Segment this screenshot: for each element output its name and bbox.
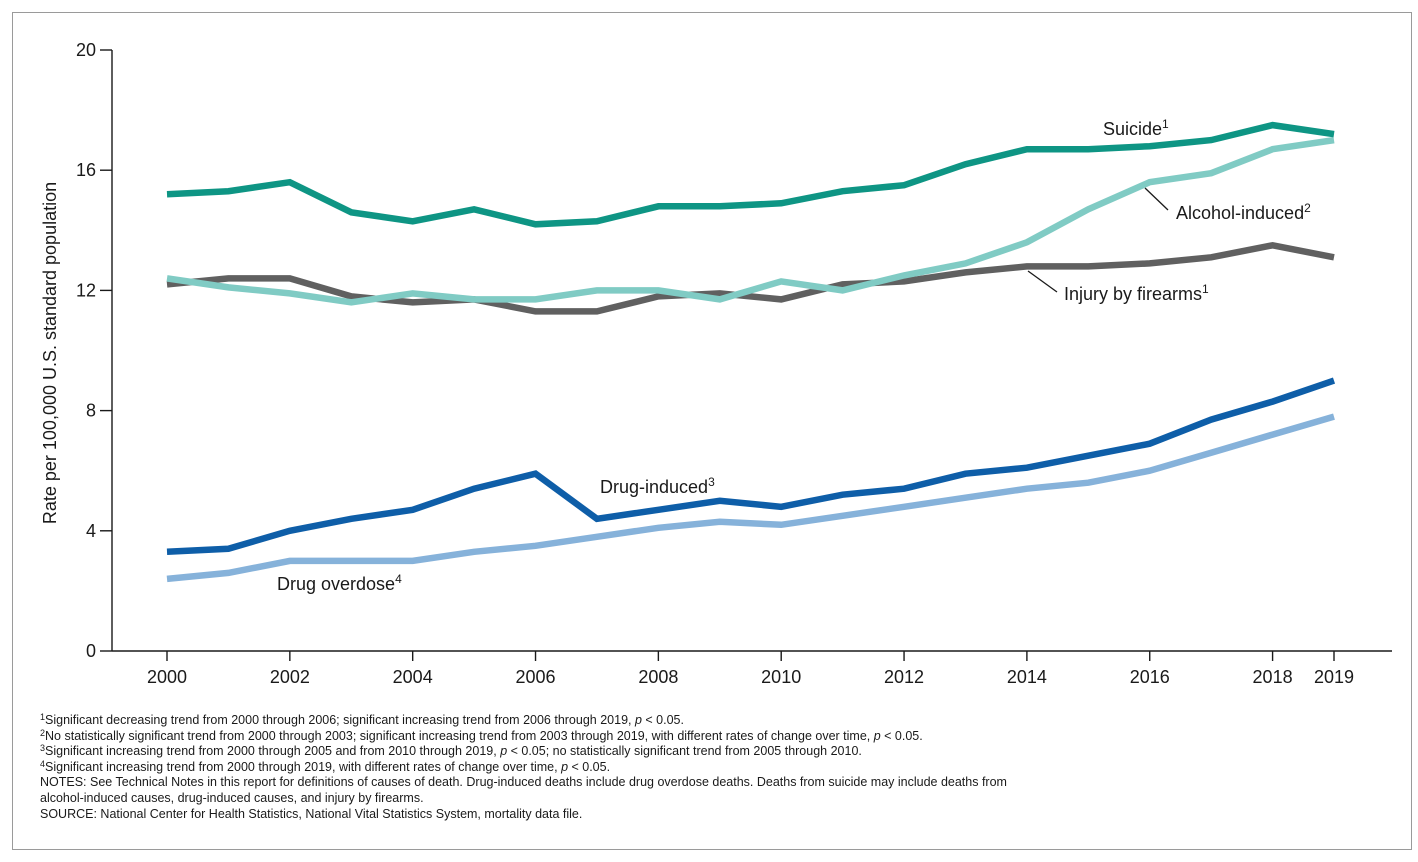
x-tick-label: 2014 — [1007, 667, 1047, 687]
footnote-1: 1Significant decreasing trend from 2000 … — [40, 712, 684, 728]
series-label-sup: 1 — [1202, 282, 1209, 296]
x-tick-label: 2004 — [393, 667, 433, 687]
y-axis-label: Rate per 100,000 U.S. standard populatio… — [40, 182, 60, 524]
series-label-drug-induced: Drug-induced3 — [600, 475, 715, 497]
footnote-4: 4Significant increasing trend from 2000 … — [40, 758, 611, 774]
series-label-text: Injury by firearms — [1064, 284, 1202, 304]
series-label-text: Drug-induced — [600, 477, 708, 497]
series-line-drug-induced — [166, 377, 1336, 556]
series-label-sup: 2 — [1304, 201, 1311, 215]
series-label-sup: 4 — [395, 572, 402, 586]
line-chart: Rate per 100,000 U.S. standard populatio… — [40, 40, 1392, 687]
series-label-drug-overdose: Drug overdose4 — [277, 572, 402, 594]
footnotes: 1Significant decreasing trend from 2000 … — [40, 713, 1400, 822]
series-label-injury-by-firearms: Injury by firearms1 — [1064, 282, 1209, 304]
x-tick-label: 2019 — [1314, 667, 1354, 687]
footnote-3: 3Significant increasing trend from 2000 … — [40, 743, 862, 759]
x-tick-label: 2012 — [884, 667, 924, 687]
series-line-injury-by-firearms — [166, 241, 1335, 315]
series-label-sup: 1 — [1162, 117, 1169, 131]
y-tick-label: 12 — [76, 280, 96, 300]
series-label-text: Drug overdose — [277, 574, 395, 594]
series-label-text: Alcohol-induced — [1176, 203, 1304, 223]
series-line-suicide — [166, 121, 1335, 228]
series-label-text: Suicide — [1103, 119, 1162, 139]
x-tick-label: 2000 — [147, 667, 187, 687]
x-tick-label: 2018 — [1253, 667, 1293, 687]
leader-line-injury-by-firearms — [1027, 270, 1058, 293]
y-tick-label: 0 — [86, 641, 96, 661]
series-label-alcohol-induced: Alcohol-induced2 — [1176, 201, 1311, 223]
y-tick-label: 20 — [76, 40, 96, 60]
x-tick-label: 2010 — [761, 667, 801, 687]
notes-line-2: alcohol-induced causes, drug-induced cau… — [40, 790, 424, 805]
series-label-sup: 3 — [708, 475, 715, 489]
y-tick-label: 4 — [86, 521, 96, 541]
source-line: SOURCE: National Center for Health Stati… — [40, 806, 583, 821]
series-line-drug-overdose — [166, 413, 1335, 583]
footnote-2: 2No statistically significant trend from… — [40, 727, 923, 743]
y-tick-label: 16 — [76, 160, 96, 180]
x-tick-label: 2006 — [516, 667, 556, 687]
series-layer — [166, 121, 1336, 583]
figure-frame — [12, 12, 1412, 850]
series-label-suicide: Suicide1 — [1103, 117, 1169, 139]
y-tick-label: 8 — [86, 401, 96, 421]
x-tick-label: 2002 — [270, 667, 310, 687]
series-line-alcohol-induced — [166, 136, 1335, 306]
x-tick-label: 2008 — [638, 667, 678, 687]
x-tick-label: 2016 — [1130, 667, 1170, 687]
leader-line-alcohol-induced — [1144, 187, 1169, 211]
notes-line-1: NOTES: See Technical Notes in this repor… — [40, 775, 1007, 790]
